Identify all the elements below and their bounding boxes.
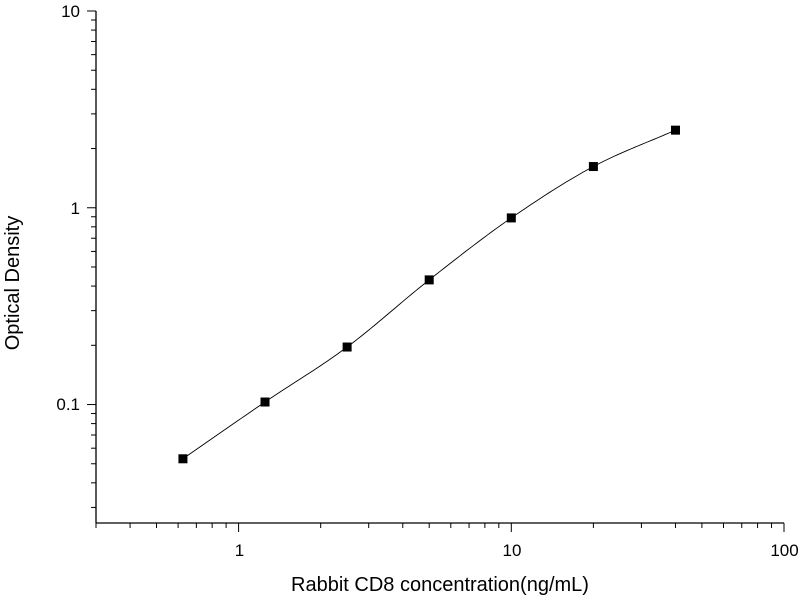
- data-point: [588, 162, 598, 172]
- data-point: [178, 454, 188, 464]
- data-points: [178, 125, 680, 464]
- data-point: [506, 213, 516, 223]
- x-axis: [95, 522, 785, 532]
- x-tick-label-10: 10: [503, 541, 522, 560]
- y-tick-label-1: 1: [71, 199, 80, 218]
- y-tick-label-10: 10: [61, 2, 80, 21]
- data-point: [260, 397, 270, 407]
- data-point: [424, 275, 434, 285]
- y-tick-label-0.1: 0.1: [56, 395, 80, 414]
- y-axis-title: Optical Density: [2, 216, 24, 351]
- y-axis: [87, 10, 97, 523]
- data-point: [342, 342, 352, 352]
- fit-curve: [182, 129, 676, 460]
- data-point: [670, 125, 680, 135]
- x-tick-label-1: 1: [235, 541, 244, 560]
- x-axis-title: Rabbit CD8 concentration(ng/mL): [291, 574, 589, 596]
- x-tick-label-100: 100: [770, 541, 798, 560]
